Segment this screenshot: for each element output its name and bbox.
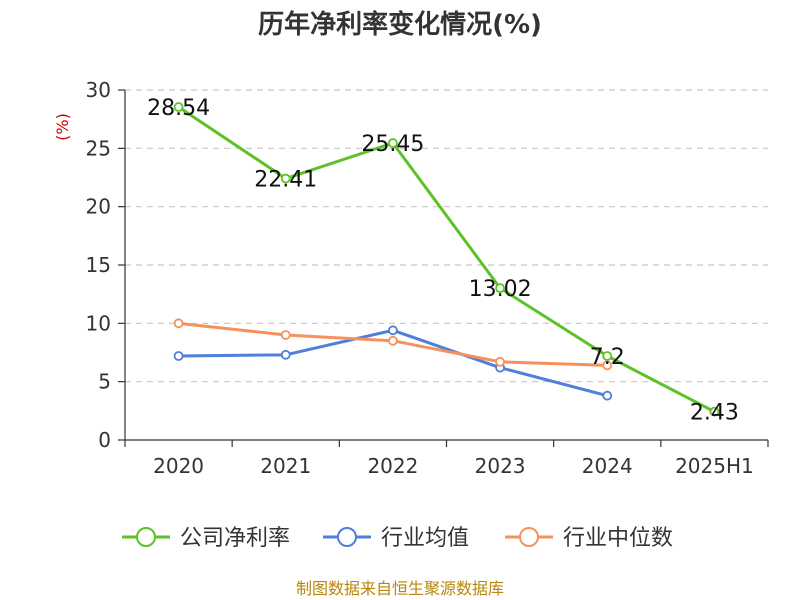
- series-2-point-2020: [173, 318, 184, 329]
- y-tick-label-15: 15: [86, 253, 111, 277]
- x-tick-label-2021: 2021: [260, 454, 311, 478]
- series-2-point-2021: [280, 330, 291, 340]
- y-axis-label: (%): [53, 113, 72, 141]
- legend-marker-0: [136, 527, 156, 547]
- y-tick-label-10: 10: [86, 311, 111, 335]
- axes: 0 5 10 15 20 25 30 2020 2021 2022 2023 2024 2025H1: [86, 78, 769, 478]
- x-tick-label-2020: 2020: [153, 454, 204, 478]
- data-label-2021: 22.41: [254, 168, 317, 193]
- data-label-2022: 25.45: [361, 132, 424, 157]
- y-tick-label-25: 25: [86, 136, 111, 160]
- legend-marker-1: [337, 527, 357, 547]
- series-1-point-2021: [280, 349, 291, 360]
- series-0-point-2025H1: [709, 406, 720, 417]
- x-tick-label-2025H1: 2025H1: [675, 454, 754, 478]
- series-0-point-2021: [280, 173, 291, 184]
- legend-label-2: 行业中位数: [563, 526, 673, 551]
- series-0-point-2020: [173, 102, 184, 112]
- data-labels: 28.54 22.41 25.45 13.02 7.2 2.43: [147, 96, 739, 426]
- x-tick-label-2024: 2024: [582, 454, 633, 478]
- data-label-2025H1: 2.43: [690, 401, 739, 426]
- series-0-point-2024: [602, 351, 613, 361]
- chart-title: 历年净利率变化情况(%): [258, 9, 542, 40]
- y-tick-label-0: 0: [98, 428, 111, 452]
- series-line-0: [177, 105, 716, 413]
- legend-label-0: 公司净利率: [180, 526, 290, 551]
- data-label-2020: 28.54: [147, 96, 210, 121]
- x-tick-label-2022: 2022: [367, 454, 418, 478]
- data-label-2024: 7.2: [590, 345, 625, 370]
- source-note: 制图数据来自恒生聚源数据库: [296, 579, 504, 598]
- series-1-point-2024: [602, 390, 613, 401]
- legend: 公司净利率 行业均值 行业中位数: [122, 526, 673, 551]
- y-tick-label-5: 5: [98, 370, 111, 394]
- series-2-point-2024: [602, 360, 613, 371]
- series-1-point-2022: [388, 325, 398, 336]
- series-0-point-2022: [388, 138, 398, 148]
- y-tick-label-30: 30: [86, 78, 111, 102]
- legend-label-1: 行业均值: [381, 526, 469, 551]
- grid-lines: [125, 89, 768, 383]
- series-lines: [173, 102, 720, 417]
- series-0-point-2023: [495, 283, 505, 294]
- data-label-2023: 13.02: [469, 277, 532, 302]
- x-tick-label-2023: 2023: [475, 454, 526, 478]
- series-2-point-2022: [388, 335, 398, 346]
- y-tick-label-20: 20: [86, 195, 111, 219]
- legend-marker-2: [519, 527, 539, 547]
- series-2-point-2023: [495, 356, 505, 367]
- series-1-point-2020: [173, 351, 184, 361]
